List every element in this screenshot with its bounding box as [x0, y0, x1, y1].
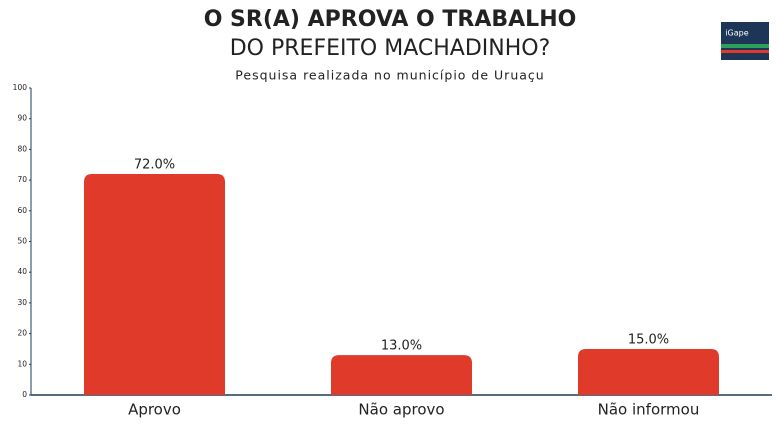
chart-title: O SR(A) APROVA O TRABALHO: [204, 7, 577, 32]
x-tick-label: Aprovo: [128, 401, 181, 419]
bar: [578, 348, 719, 395]
y-tick-label: 10: [17, 359, 27, 368]
y-tick-label: 50: [17, 237, 27, 246]
y-tick-label: 90: [17, 114, 27, 123]
x-tick-label: Não aprovo: [358, 401, 444, 419]
y-tick-label: 20: [17, 329, 27, 338]
y-tick-label: 0: [22, 390, 27, 399]
bar: [331, 355, 472, 395]
y-tick-label: 100: [13, 83, 28, 92]
y-tick-label: 70: [17, 175, 27, 184]
logo: iGape: [721, 12, 769, 60]
logo-text: iGape: [725, 29, 748, 38]
bar: [84, 173, 225, 395]
y-tick-label: 40: [17, 267, 27, 276]
logo-stripe: [721, 12, 769, 22]
logo-stripe: [721, 44, 769, 48]
value-label: 72.0%: [134, 157, 175, 172]
y-tick-label: 80: [17, 144, 27, 153]
value-label: 13.0%: [381, 339, 422, 354]
chart-title: DO PREFEITO MACHADINHO?: [230, 36, 551, 61]
y-tick-label: 30: [17, 298, 27, 307]
chart-subtitle: Pesquisa realizada no município de Uruaç…: [235, 68, 544, 83]
value-label: 15.0%: [628, 332, 669, 347]
logo-stripe: [721, 50, 769, 53]
x-tick-label: Não informou: [598, 401, 700, 419]
y-tick-label: 60: [17, 206, 27, 215]
